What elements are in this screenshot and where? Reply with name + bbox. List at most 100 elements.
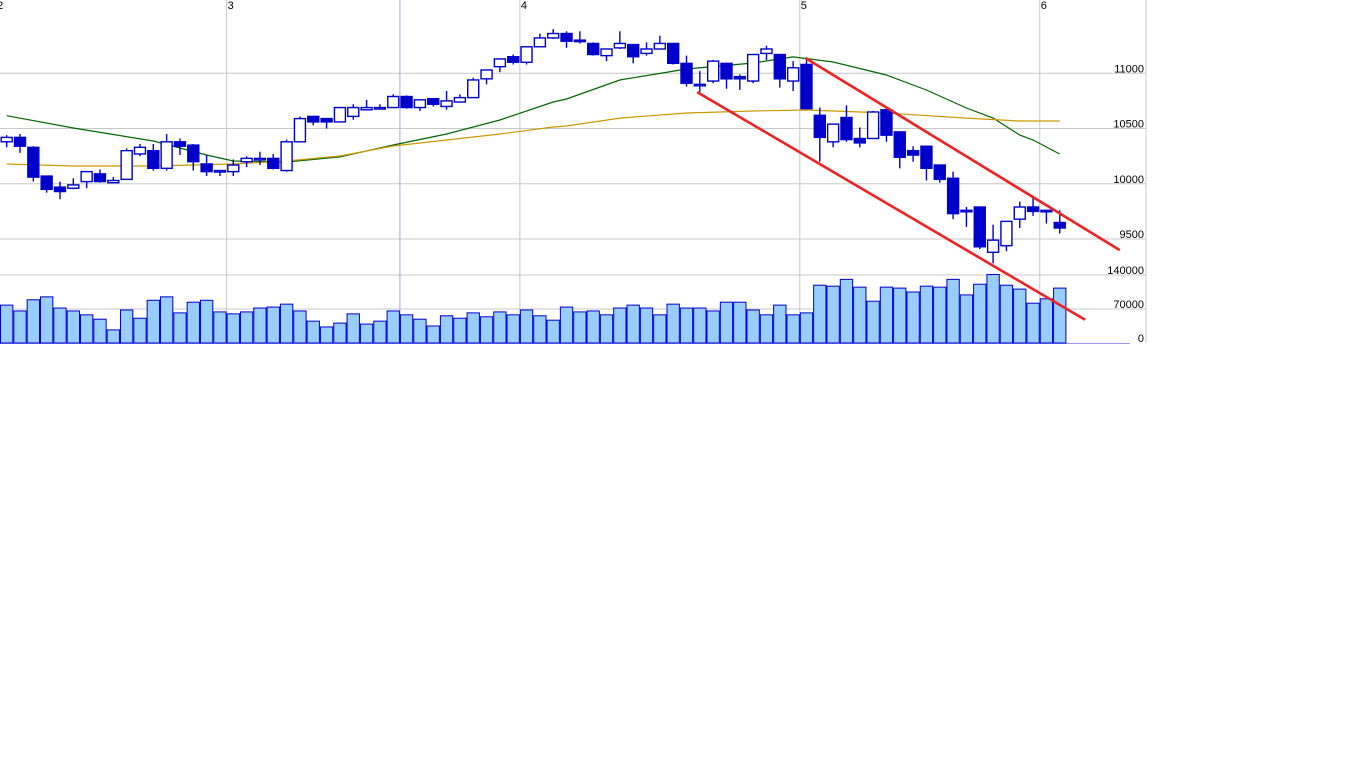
candle-body-down bbox=[93, 173, 107, 183]
candle bbox=[507, 54, 520, 65]
candle-body-down bbox=[200, 163, 213, 173]
candle bbox=[120, 148, 133, 181]
candle-body-down bbox=[187, 144, 200, 163]
candle-body-up bbox=[67, 184, 80, 189]
candle-body-up bbox=[706, 60, 720, 82]
candle bbox=[440, 90, 453, 110]
candle-body-down bbox=[1053, 221, 1066, 229]
volume-bar bbox=[399, 314, 414, 344]
volume-bar bbox=[879, 286, 894, 344]
candle-body-down bbox=[800, 63, 813, 110]
candle bbox=[133, 144, 147, 157]
volume-bar bbox=[746, 309, 760, 344]
price-tick-label: 10500 bbox=[1113, 119, 1144, 131]
candle-body-up bbox=[760, 48, 773, 55]
candle-body-down bbox=[840, 116, 853, 141]
candle bbox=[746, 53, 760, 84]
volume-bar bbox=[79, 314, 94, 344]
volume-bar bbox=[893, 287, 907, 344]
upper-trendline bbox=[804, 56, 1121, 252]
price-tick-label: 9500 bbox=[1120, 229, 1144, 241]
x-tick-label: 6 bbox=[1041, 0, 1047, 12]
candle-body-down bbox=[973, 206, 986, 248]
candle bbox=[253, 151, 267, 166]
candle bbox=[53, 181, 67, 200]
price-tick-label: 10000 bbox=[1113, 174, 1144, 186]
x-tick-label: 4 bbox=[521, 0, 527, 12]
volume-bar bbox=[826, 285, 840, 344]
candle-body-up bbox=[440, 100, 453, 108]
candle bbox=[547, 29, 560, 40]
candle bbox=[693, 71, 707, 93]
candle-body-down bbox=[626, 43, 640, 58]
candle bbox=[586, 42, 600, 56]
candle-body-up bbox=[107, 179, 120, 184]
volume-bar bbox=[599, 314, 614, 344]
candle bbox=[93, 169, 107, 183]
volume-bar bbox=[413, 318, 427, 344]
candle bbox=[866, 110, 880, 140]
volume-bar bbox=[279, 303, 294, 344]
candle bbox=[373, 104, 387, 110]
candle-body-up bbox=[786, 67, 800, 82]
candle bbox=[906, 146, 920, 162]
volume-bar bbox=[959, 294, 974, 344]
candle bbox=[413, 99, 427, 111]
candle-body-down bbox=[400, 95, 413, 109]
candle bbox=[733, 74, 747, 90]
candle bbox=[786, 61, 800, 91]
candle-body-up bbox=[453, 96, 467, 103]
volume-bar bbox=[199, 299, 214, 344]
candle bbox=[720, 62, 733, 89]
volume-bar bbox=[586, 310, 600, 344]
candle-body-up bbox=[746, 53, 760, 82]
volume-bar bbox=[493, 311, 507, 344]
candle bbox=[813, 107, 826, 162]
candle bbox=[680, 55, 693, 87]
volume-bar bbox=[799, 312, 814, 344]
candle-body-up bbox=[333, 106, 347, 123]
volume-bar bbox=[426, 325, 440, 344]
candle-body-up bbox=[480, 69, 493, 80]
candle-body-up bbox=[520, 46, 533, 63]
candle-body-up bbox=[413, 99, 427, 109]
candle-body-down bbox=[40, 175, 53, 191]
volume-bar bbox=[986, 274, 1000, 344]
volume-bar bbox=[213, 311, 227, 344]
candle-body-down bbox=[27, 146, 40, 178]
candle bbox=[0, 135, 13, 148]
volume-bar bbox=[439, 315, 454, 344]
candle bbox=[320, 117, 333, 129]
volume-bar bbox=[519, 309, 534, 344]
candle-body-down bbox=[813, 114, 826, 139]
volume-bar bbox=[93, 318, 107, 344]
volume-bar bbox=[733, 301, 747, 344]
volume-bar bbox=[346, 313, 360, 344]
candle bbox=[267, 153, 280, 170]
candle bbox=[573, 31, 587, 44]
candle-body-down bbox=[666, 42, 680, 65]
volume-bar bbox=[53, 307, 67, 344]
volume-bar bbox=[719, 301, 734, 344]
volume-bar bbox=[266, 306, 280, 344]
volume-bar bbox=[946, 278, 960, 344]
candle bbox=[946, 171, 960, 220]
volume-bar bbox=[319, 326, 334, 344]
candle bbox=[467, 77, 480, 99]
volume-bar bbox=[1026, 302, 1040, 344]
volume-bar bbox=[866, 300, 880, 344]
candle bbox=[840, 105, 853, 142]
volume-bar bbox=[293, 310, 307, 344]
volume-bar bbox=[759, 314, 774, 344]
candle bbox=[307, 115, 320, 126]
volume-bar bbox=[0, 304, 14, 344]
volume-tick-label: 0 bbox=[1138, 333, 1144, 345]
candle-body-up bbox=[0, 136, 13, 143]
candle-body-up bbox=[653, 42, 667, 50]
candle bbox=[1013, 201, 1026, 228]
candle-body-down bbox=[13, 136, 27, 147]
candle-body-up bbox=[613, 42, 627, 49]
volume-bar bbox=[853, 286, 867, 344]
candle-body-up bbox=[280, 141, 293, 172]
candle-body-down bbox=[773, 53, 787, 80]
